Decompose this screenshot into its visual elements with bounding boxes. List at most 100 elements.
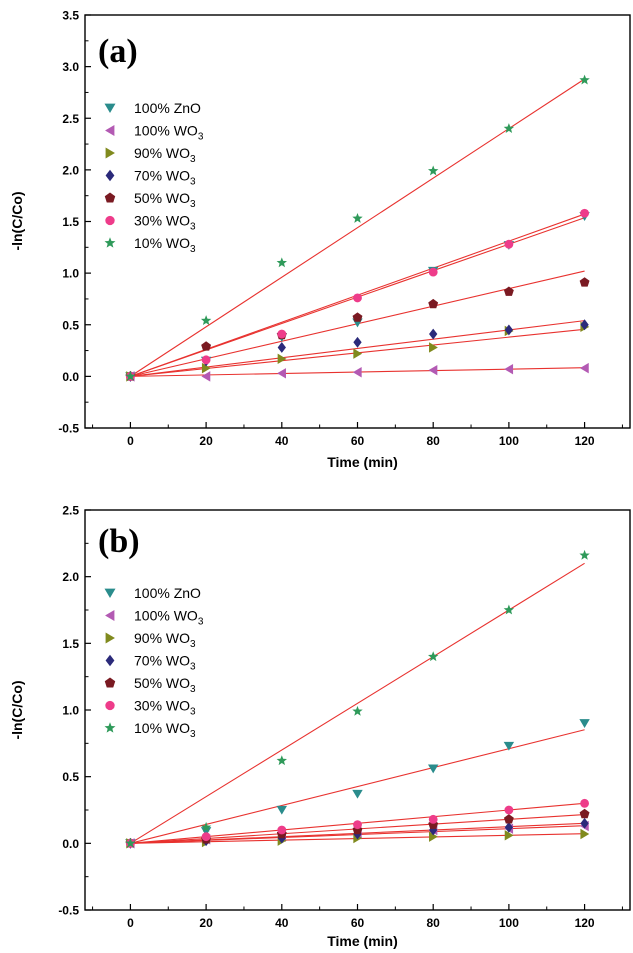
x-tick-label: 20 — [199, 434, 213, 448]
x-tick-label: 80 — [427, 916, 441, 930]
legend-label: 30% WO3 — [134, 213, 196, 233]
legend-label: 10% WO3 — [134, 720, 196, 740]
legend-label: 50% WO3 — [134, 190, 196, 210]
fit-lines — [130, 563, 584, 843]
y-tick-label: 2.5 — [62, 504, 79, 518]
y-tick-label: 2.0 — [62, 163, 79, 177]
data-point — [504, 605, 514, 615]
legend-label: 50% WO3 — [134, 675, 196, 695]
data-point — [353, 312, 363, 321]
x-tick-label: 60 — [351, 916, 365, 930]
fit-line-6 — [130, 79, 584, 376]
legend-label: 90% WO3 — [134, 630, 196, 650]
data-point — [580, 363, 589, 373]
y-tick-label: 0.0 — [62, 370, 79, 384]
y-tick-label: -0.5 — [58, 904, 79, 918]
data-point — [202, 355, 211, 364]
y-tick-label: 2.5 — [62, 112, 79, 126]
y-tick-label: 1.5 — [62, 637, 79, 651]
data-point — [201, 315, 211, 325]
data-point — [504, 364, 513, 374]
data-point — [277, 330, 286, 339]
y-axis-label: -ln(C/Co) — [9, 191, 25, 250]
x-tick-label: 80 — [427, 434, 441, 448]
data-point — [580, 209, 589, 218]
data-point — [579, 550, 589, 560]
legend-label: 100% ZnO — [134, 585, 201, 601]
data-point — [580, 809, 590, 818]
x-axis-label: Time (min) — [327, 933, 398, 949]
data-point — [277, 826, 286, 835]
data-point — [353, 337, 361, 348]
data-point — [353, 348, 362, 358]
x-tick-label: 100 — [499, 916, 519, 930]
legend-label: 90% WO3 — [134, 145, 196, 165]
y-tick-label: 1.5 — [62, 215, 79, 229]
data-point — [428, 165, 438, 175]
legend-marker — [105, 193, 115, 203]
data-point — [579, 75, 589, 85]
x-tick-label: 20 — [199, 916, 213, 930]
data-point — [504, 240, 513, 249]
y-tick-label: 0.0 — [62, 837, 79, 851]
data-point — [277, 368, 286, 378]
y-tick-label: 3.5 — [62, 9, 79, 23]
data-point — [277, 755, 287, 765]
x-tick-label: 120 — [575, 916, 595, 930]
legend-marker — [105, 678, 115, 688]
legend-marker — [106, 655, 115, 667]
data-point — [428, 299, 438, 308]
panel-label: (b) — [98, 523, 140, 560]
legend-label: 100% ZnO — [134, 100, 201, 116]
data-point — [277, 806, 287, 815]
legend-marker — [105, 701, 114, 710]
y-tick-label: 1.0 — [62, 267, 79, 281]
legend: 100% ZnO 100% WO390% WO3 70% WO350% WO3 30%… — [105, 100, 204, 255]
x-tick-label: 60 — [351, 434, 365, 448]
legend-marker — [105, 125, 114, 136]
legend-marker — [105, 104, 116, 113]
legend-marker — [105, 610, 114, 621]
y-tick-label: 0.5 — [62, 770, 79, 784]
x-tick-label: 40 — [275, 434, 289, 448]
legend-marker — [105, 237, 116, 247]
legend-marker — [105, 589, 116, 598]
y-tick-label: 3.0 — [62, 60, 79, 74]
fit-line-3 — [130, 321, 584, 377]
data-point — [580, 799, 589, 808]
legend-label: 100% WO3 — [134, 123, 204, 143]
x-tick-label: 120 — [575, 434, 595, 448]
legend-label: 100% WO3 — [134, 608, 204, 628]
chart-panel-b: 0 20 40 60 80 100 120 -0.5 0.0 0.5 1.0 1.5 2.0 2.5 Tim… — [9, 504, 630, 950]
data-point — [278, 342, 286, 353]
data-point — [352, 790, 362, 799]
data-point — [353, 293, 362, 302]
chart-panel-a: 0 20 40 60 80 100 120 -0.5 0.0 0.5 1.0 1.5 2.0 2.5 3.0… — [9, 9, 630, 471]
x-tick-label: 40 — [275, 916, 289, 930]
x-tick-label: 100 — [499, 434, 519, 448]
legend-marker — [106, 633, 115, 644]
data-point — [352, 213, 362, 223]
fit-lines — [130, 79, 584, 376]
fit-line-6 — [130, 563, 584, 843]
data-point — [429, 268, 438, 277]
data-point — [579, 719, 589, 728]
data-point — [428, 651, 438, 661]
y-tick-label: 1.0 — [62, 704, 79, 718]
y-tick-label: 2.0 — [62, 570, 79, 584]
data-point — [352, 706, 362, 716]
data-point — [580, 277, 590, 286]
x-tick-label: 0 — [127, 434, 134, 448]
legend-label: 10% WO3 — [134, 235, 196, 255]
series-1 — [126, 363, 589, 382]
data-point — [277, 257, 287, 267]
data-point — [429, 329, 437, 340]
y-axis-label: -ln(C/Co) — [9, 680, 25, 739]
data-point — [353, 367, 362, 377]
legend-marker — [105, 216, 114, 225]
data-point — [504, 814, 514, 823]
legend-label: 30% WO3 — [134, 698, 196, 718]
data-point — [278, 354, 287, 364]
data-point — [504, 806, 513, 815]
